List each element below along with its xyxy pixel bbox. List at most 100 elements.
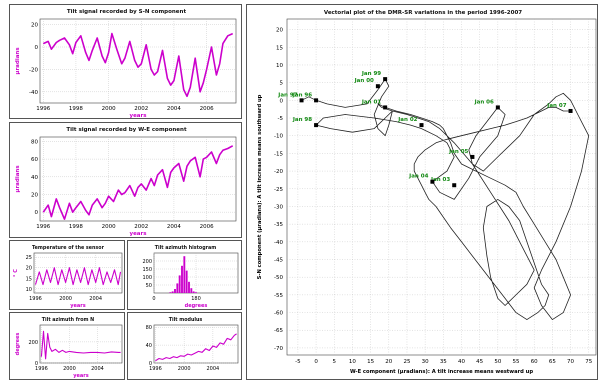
- series-line: [34, 267, 122, 286]
- y-tick-label: 0: [35, 45, 39, 51]
- x-tick-label: 75: [585, 359, 592, 365]
- x-tick-label: 70: [567, 359, 574, 365]
- histogram-bar: [169, 292, 172, 293]
- y-axis-label: ° C: [13, 269, 19, 277]
- trajectory-line: [301, 78, 590, 321]
- panel-temp: Temperature of the sensor 1996 2000 2004 25 2…: [9, 240, 125, 310]
- year-marker: [470, 154, 475, 159]
- x-tick-label: 2002: [134, 106, 148, 112]
- x-tick-label: 2000: [102, 224, 116, 230]
- y-tick-label: 20: [31, 192, 38, 198]
- y-tick-label: 20: [26, 266, 32, 272]
- x-tick-label: 30: [422, 359, 429, 365]
- y-tick-label: -65: [274, 328, 283, 334]
- x-tick-label: 0: [314, 359, 318, 365]
- x-tick-label: 1996: [149, 366, 162, 372]
- x-tick-label: 45: [476, 359, 483, 365]
- year-marker-label: Jan 96: [292, 92, 312, 98]
- y-tick-label: 50: [146, 283, 152, 289]
- histogram-bar: [185, 270, 188, 293]
- histogram-bar: [181, 265, 183, 293]
- year-marker-label: Jan 99: [361, 71, 381, 77]
- y-tick-label: 15: [276, 45, 283, 51]
- year-marker: [383, 77, 388, 82]
- plot-area: [39, 324, 123, 364]
- y-tick-label: 15: [26, 276, 32, 282]
- y-tick-label: -25: [274, 187, 283, 193]
- chart-title: Tilt azimuth from N: [42, 317, 94, 323]
- histogram-bar: [195, 292, 197, 293]
- series-line: [42, 145, 234, 220]
- y-tick-label: 80: [146, 325, 152, 331]
- series-line: [42, 32, 234, 98]
- y-tick-label: -20: [274, 169, 283, 175]
- year-marker-label: Jan 01: [361, 99, 381, 105]
- x-axis-label: years: [73, 373, 88, 379]
- series-line: [40, 330, 121, 360]
- year-marker-label: Jan 00: [354, 78, 374, 84]
- year-marker-label: Jan 04: [408, 174, 428, 180]
- year-marker: [314, 123, 319, 128]
- x-tick-label: 55: [513, 359, 520, 365]
- x-tick-label: 20: [385, 359, 392, 365]
- y-tick-label: -40: [29, 90, 38, 96]
- y-tick-label: 60: [31, 157, 38, 163]
- x-tick-label: 2004: [207, 366, 220, 372]
- x-axis-label: W-E component (µradians): A tilt increas…: [350, 369, 533, 375]
- y-tick-label: 0: [35, 361, 38, 367]
- y-tick-label: -60: [274, 311, 283, 317]
- y-tick-label: 0: [35, 210, 39, 216]
- x-tick-label: 1996: [36, 106, 50, 112]
- y-tick-label: 0: [280, 98, 284, 104]
- y-tick-label: 10: [276, 63, 283, 69]
- panel-sn: Tilt signal recorded by S-N component 199…: [9, 4, 242, 119]
- x-tick-label: 2004: [167, 224, 181, 230]
- histogram-bar: [174, 289, 176, 293]
- x-tick-label: 1998: [69, 106, 83, 112]
- histogram-bar: [183, 256, 186, 293]
- year-marker: [419, 123, 424, 128]
- x-tick-label: 1996: [29, 296, 42, 302]
- year-marker-label: Jan 05: [448, 149, 468, 155]
- chart-mod-svg: Tilt modulus 1996 2000 2004 80 40 0: [146, 317, 239, 372]
- x-tick-label: 1996: [36, 224, 50, 230]
- x-tick-label: 60: [531, 359, 538, 365]
- y-tick-label: 100: [142, 275, 152, 281]
- y-tick-label: 40: [31, 175, 38, 181]
- x-axis-label: years: [70, 303, 85, 309]
- year-marker-label: Jan 97: [277, 92, 297, 98]
- x-tick-label: 2004: [89, 296, 102, 302]
- y-tick-label: 0: [149, 361, 152, 367]
- year-marker: [495, 105, 500, 110]
- x-tick-label: 2000: [63, 366, 76, 372]
- year-marker: [299, 98, 304, 103]
- x-axis-label: years: [129, 113, 147, 119]
- y-tick-label: 25: [26, 255, 32, 261]
- y-tick-label: 40: [146, 343, 152, 349]
- y-axis-label: µradians: [15, 47, 21, 75]
- x-tick-label: 2006: [200, 106, 214, 112]
- x-tick-label: 1996: [35, 366, 48, 372]
- chart-title: Tilt signal recorded by S-N component: [67, 9, 187, 15]
- x-tick-label: 2000: [178, 366, 191, 372]
- y-tick-label: 200: [28, 340, 38, 346]
- plot-area: [39, 18, 237, 104]
- x-tick-label: 25: [403, 359, 410, 365]
- x-tick-label: 2004: [167, 106, 181, 112]
- year-marker: [375, 84, 380, 89]
- y-tick-label: -35: [274, 222, 283, 228]
- plot-area: [286, 18, 597, 356]
- y-tick-label: -5: [278, 116, 284, 122]
- chart-title: Temperature of the sensor: [32, 245, 105, 251]
- y-tick-label: -70: [274, 346, 283, 352]
- y-tick-label: -30: [274, 204, 283, 210]
- year-marker-label: Jan 06: [474, 99, 494, 105]
- chart-vectorial-svg: Vectorial plot of the DMR-SR variations …: [257, 10, 597, 375]
- chart-sn-svg: Tilt signal recorded by S-N component 199…: [15, 9, 237, 119]
- year-marker: [383, 105, 388, 110]
- x-tick-label: 2000: [59, 296, 72, 302]
- year-marker-label: Jan 98: [292, 117, 312, 123]
- y-tick-label: -50: [274, 275, 283, 281]
- chart-title: Tilt azimuth histogram: [155, 245, 217, 251]
